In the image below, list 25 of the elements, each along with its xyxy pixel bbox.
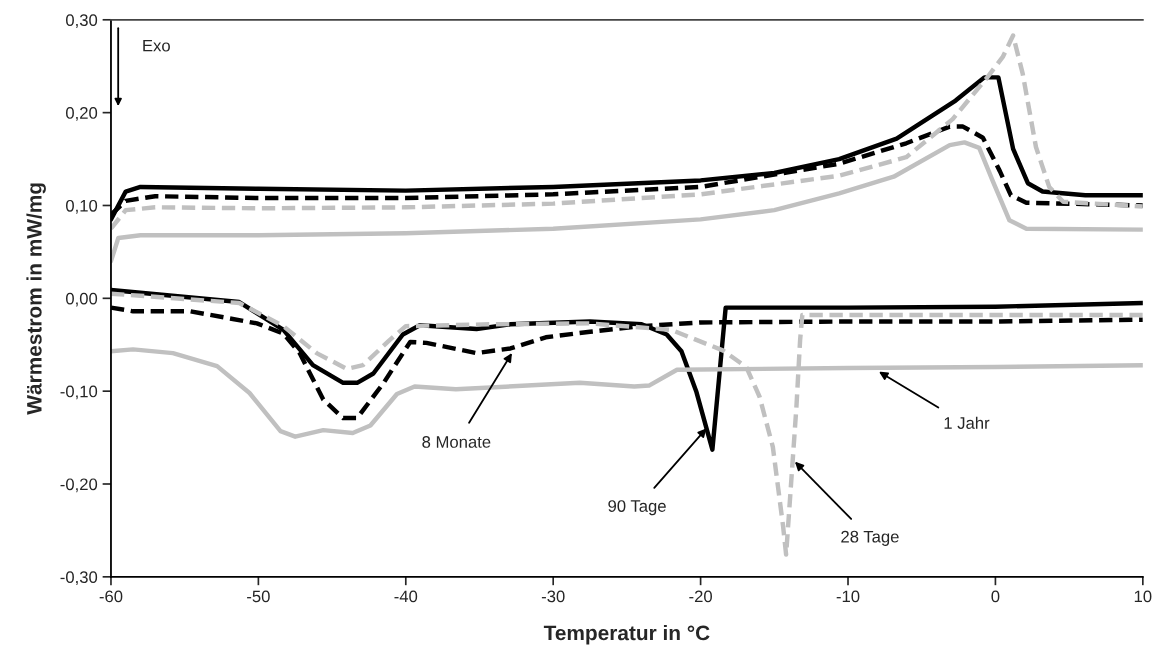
y-tick-label: -0,20 bbox=[60, 478, 98, 493]
line-series bbox=[110, 140, 1143, 264]
annotation: 28 Tage bbox=[841, 530, 899, 546]
x-tick-label: -10 bbox=[836, 590, 860, 603]
line-series bbox=[110, 291, 1143, 557]
x-tick-label: -50 bbox=[247, 590, 270, 603]
x-tick-label: 10 bbox=[1134, 590, 1152, 603]
y-tick-label: 0,30 bbox=[65, 14, 98, 28]
y-axis-title: Wärmestrom in mW/mg bbox=[26, 183, 46, 415]
annotation: 90 Tage bbox=[608, 500, 666, 516]
x-tick-label: -40 bbox=[394, 590, 418, 603]
annotation: 1 Jahr bbox=[944, 416, 990, 429]
y-tick-label: 0,00 bbox=[65, 292, 98, 307]
y-tick-label: -0,30 bbox=[60, 571, 98, 586]
line-series bbox=[110, 33, 1143, 231]
annotation: Exo bbox=[143, 39, 170, 52]
x-axis-title: Temperatur in °C bbox=[543, 625, 710, 645]
x-tick-label: -20 bbox=[689, 590, 712, 603]
y-tick-label: 0,20 bbox=[65, 107, 98, 121]
x-tick-label: 0 bbox=[991, 590, 1000, 603]
x-tick-label: -30 bbox=[541, 590, 565, 603]
x-tick-label: -60 bbox=[99, 590, 123, 603]
y-tick-label: -0,10 bbox=[60, 385, 98, 400]
y-tick-label: 0,10 bbox=[65, 199, 98, 214]
annotation: 8 Monate bbox=[422, 436, 491, 448]
